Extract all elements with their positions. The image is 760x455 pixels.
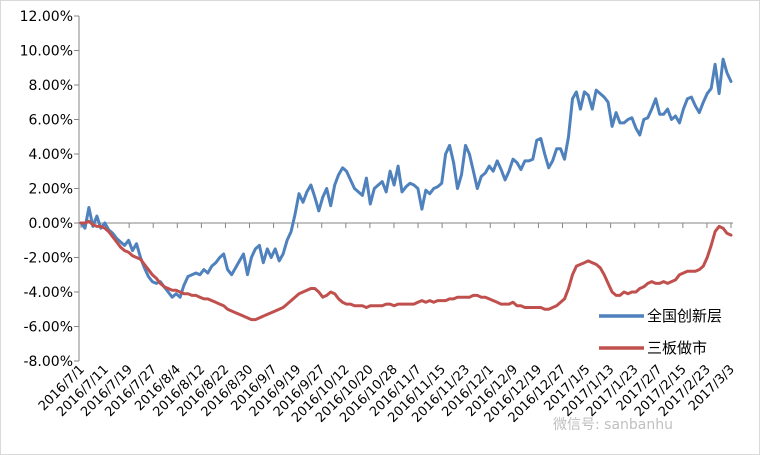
y-tick-label: -8.00%: [23, 354, 73, 370]
y-tick-label: 0.00%: [29, 216, 73, 232]
legend-label-1: 全国创新层: [647, 307, 722, 325]
y-tick-label: -6.00%: [23, 320, 73, 336]
x-axis-ticks: 2016/7/12016/7/112016/7/192016/7/272016/…: [36, 223, 738, 426]
watermark-text: 微信号: sanbanhu: [553, 417, 673, 433]
y-tick-label: 4.00%: [29, 147, 73, 163]
y-tick-label: 6.00%: [29, 113, 73, 129]
axes: [78, 16, 733, 361]
y-tick-label: 8.00%: [29, 78, 73, 94]
y-tick-label: -4.00%: [23, 285, 73, 301]
series-line-1: [79, 57, 733, 299]
y-tick-label: 12.00%: [20, 9, 73, 25]
legend-label-2: 三板做市: [647, 339, 707, 357]
series-lines: [79, 57, 733, 322]
series-line-2: [79, 219, 733, 322]
y-axis-ticks: 12.00% 10.00% 8.00% 6.00% 4.00% 2.00% 0.00% -2.…: [20, 9, 79, 370]
y-tick-label: 10.00%: [20, 44, 73, 60]
y-tick-label: 2.00%: [29, 182, 73, 198]
y-tick-label: -2.00%: [23, 251, 73, 267]
